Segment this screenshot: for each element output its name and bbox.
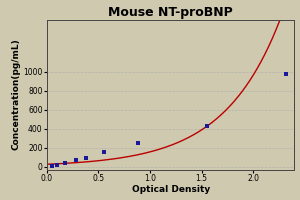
Point [50,165,54,168]
Point [63,161,68,164]
Y-axis label: Concentration(pg/mL): Concentration(pg/mL) [12,39,21,150]
Point [284,72,289,75]
Title: Mouse NT-proBNP: Mouse NT-proBNP [108,6,233,19]
X-axis label: Optical Density: Optical Density [131,185,210,194]
Point [101,151,106,154]
Point [74,159,78,162]
Point [84,156,88,159]
Point [204,124,209,127]
Point [55,163,60,166]
Point [135,141,140,145]
